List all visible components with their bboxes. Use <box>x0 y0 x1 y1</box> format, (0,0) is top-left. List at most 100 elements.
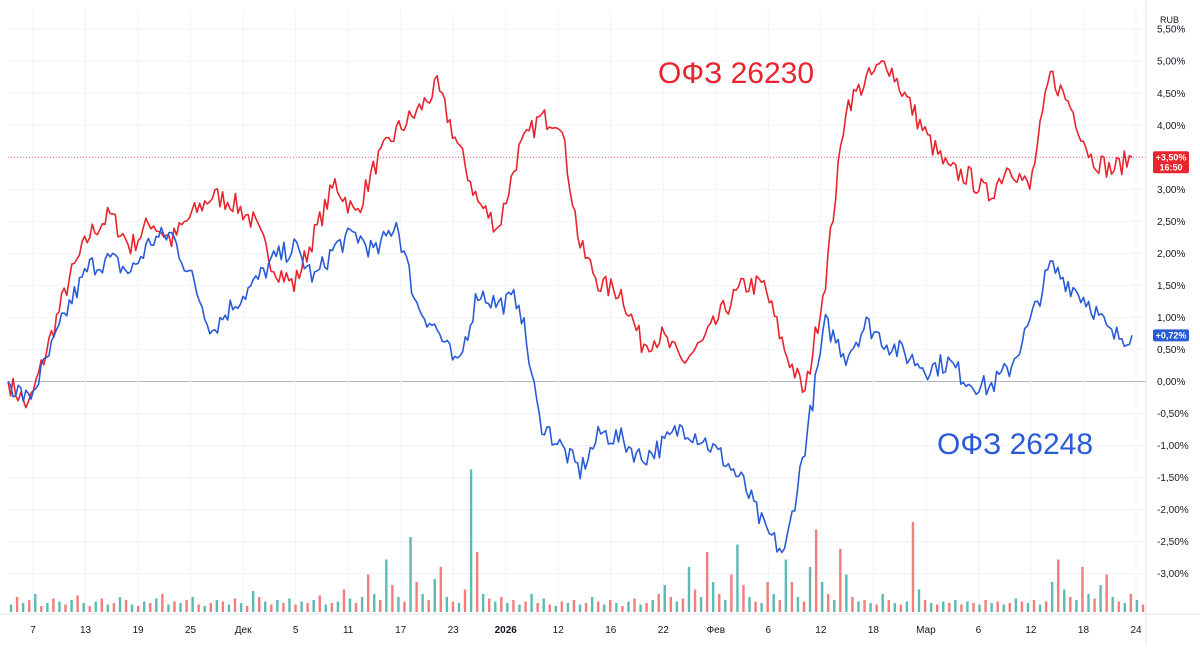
y-tick-label: -3,00% <box>1157 569 1189 580</box>
volume-bar <box>754 601 757 612</box>
volume-bar <box>651 600 654 612</box>
volume-bar <box>239 603 243 612</box>
volume-bar <box>1135 600 1139 612</box>
series-labels: ОФЗ 26230 ОФЗ 26248 <box>658 57 1093 461</box>
volume-bar <box>990 603 993 612</box>
volume-bar <box>336 601 340 612</box>
volume-bar <box>88 606 91 612</box>
last-value-label: +0,72% <box>1156 330 1187 340</box>
volume-bar <box>929 603 933 612</box>
volume-bar <box>142 601 146 612</box>
grid <box>8 10 1146 612</box>
volume-bar <box>1099 585 1102 612</box>
volume-bar <box>481 594 485 612</box>
volume-bar <box>397 597 400 612</box>
volume-bar <box>257 597 261 612</box>
volume-bar <box>1069 597 1072 612</box>
volume-bar <box>203 606 206 612</box>
last-time-label: 16:50 <box>1159 162 1182 172</box>
y-tick-label: -0,50% <box>1157 409 1189 420</box>
volume-bar <box>34 594 37 612</box>
volume-bar <box>64 604 67 612</box>
volume-bar <box>1105 574 1108 612</box>
volume-bar <box>209 603 212 612</box>
volume-bar <box>784 559 788 612</box>
volume-bar <box>742 585 745 612</box>
volume-bars <box>9 469 1145 612</box>
volume-bar <box>245 606 249 612</box>
volume-bar <box>627 601 630 612</box>
volume-bar <box>596 601 600 612</box>
volume-bar <box>790 582 794 612</box>
volume-bar <box>264 601 267 612</box>
volume-bar <box>778 600 781 612</box>
volume-bar <box>215 600 219 612</box>
series-line-1 <box>7 59 1133 409</box>
volume-bar <box>251 591 255 612</box>
volume-bar <box>748 597 751 612</box>
volume-bar <box>1063 589 1066 612</box>
volume-bar <box>488 598 491 612</box>
volume-bar <box>863 600 866 612</box>
volume-bar <box>21 603 25 612</box>
volume-bar <box>693 589 697 612</box>
volume-bar <box>1117 601 1120 612</box>
volume-bar <box>1129 594 1133 612</box>
x-tick-label: Дек <box>235 625 252 636</box>
volume-bar <box>475 552 479 612</box>
x-tick-label: 6 <box>976 625 982 636</box>
volume-bar <box>524 601 527 612</box>
volume-bar <box>530 594 533 612</box>
volume-bar <box>94 601 97 612</box>
volume-bar <box>191 597 194 612</box>
volume-bar <box>312 600 315 612</box>
volume-bar <box>911 522 915 612</box>
volume-bar <box>984 600 987 612</box>
y-tick-label: -1,50% <box>1157 473 1189 484</box>
volume-bar <box>40 606 43 612</box>
volume-bar <box>851 597 854 612</box>
y-tick-label: -1,00% <box>1157 441 1189 452</box>
volume-bar <box>124 600 128 612</box>
volume-bar <box>590 597 594 612</box>
y-axis: 5,50%5,00%4,50%4,00%3,50%3,00%2,50%2,00%… <box>1145 0 1189 644</box>
volume-bar <box>100 598 104 612</box>
volume-bar <box>1014 598 1018 612</box>
volume-bar <box>439 567 443 612</box>
volume-bar <box>288 598 291 612</box>
volume-bar <box>130 604 134 612</box>
volume-bar <box>572 600 576 612</box>
volume-bar <box>9 604 13 612</box>
volume-bar <box>808 567 812 612</box>
volume-bar <box>409 537 412 612</box>
x-tick-label: Мар <box>916 625 936 636</box>
volume-bar <box>415 582 418 612</box>
series-label-2: ОФЗ 26248 <box>937 428 1093 461</box>
volume-bar <box>1038 604 1042 612</box>
y-tick-label: 5,50% <box>1157 25 1185 36</box>
x-tick-label: Фев <box>707 625 725 636</box>
x-tick-label: 2026 <box>495 625 518 636</box>
volume-bar <box>954 600 957 612</box>
x-tick-label: 18 <box>1078 625 1090 636</box>
volume-bar <box>300 601 303 612</box>
volume-bar <box>857 601 860 612</box>
last-value-label: +3,50% <box>1156 152 1187 162</box>
volume-bar <box>185 600 188 612</box>
volume-bar <box>566 603 570 612</box>
volume-bar <box>330 603 334 612</box>
y-tick-label: 4,00% <box>1157 121 1185 132</box>
x-tick-label: 19 <box>132 625 144 636</box>
volume-bar <box>391 585 394 612</box>
volume-bar <box>639 604 642 612</box>
volume-bar <box>996 601 999 612</box>
volume-bar <box>766 582 769 612</box>
volume-bar <box>657 594 660 612</box>
volume-bar <box>663 585 666 612</box>
x-tick-label: 24 <box>1130 625 1142 636</box>
volume-bar <box>58 601 61 612</box>
y-tick-label: -2,00% <box>1157 505 1189 516</box>
volume-bar <box>512 600 515 612</box>
volume-bar <box>469 469 473 612</box>
